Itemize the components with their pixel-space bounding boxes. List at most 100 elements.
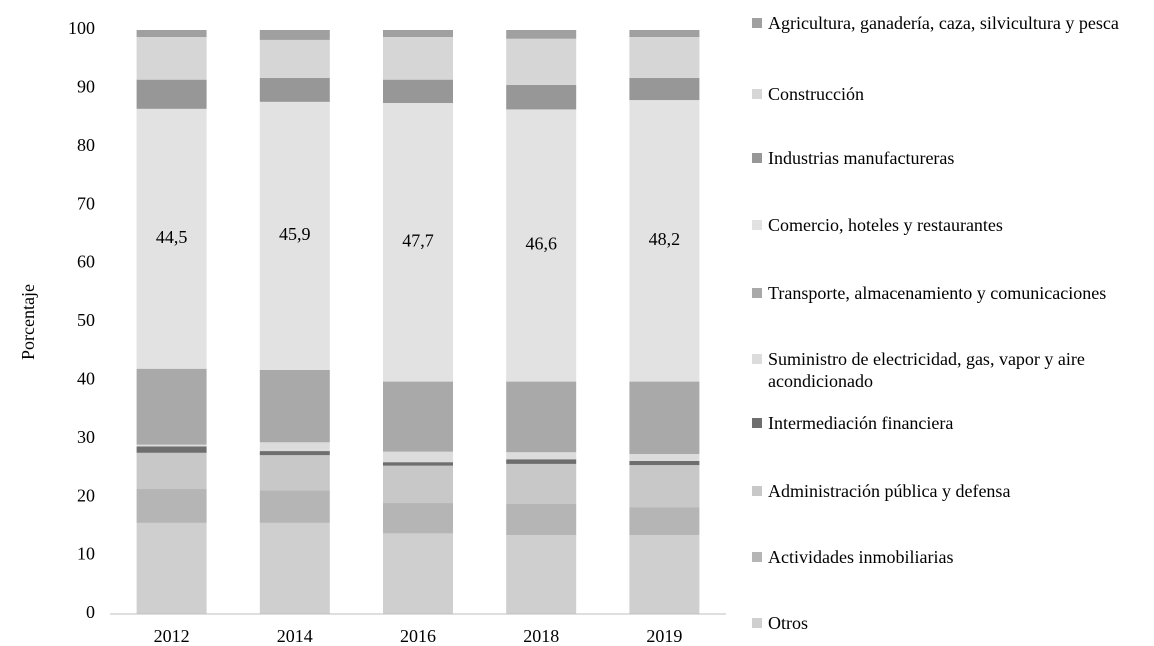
value-label: 44,5 <box>156 227 188 247</box>
legend-swatch <box>752 288 762 298</box>
bar-segment <box>259 39 330 78</box>
y-tick-label: 100 <box>68 18 95 38</box>
bar-segment <box>136 37 207 80</box>
bar-segment <box>136 489 207 523</box>
legend-label: Comercio, hoteles y restaurantes <box>768 215 1003 235</box>
x-tick-label: 2018 <box>523 626 559 646</box>
bar-segment <box>629 30 700 38</box>
legend-label: Actividades inmobiliarias <box>768 547 954 567</box>
legend-swatch <box>752 354 762 364</box>
bar-segment <box>506 381 577 453</box>
legend-swatch <box>752 418 762 428</box>
bar-segment <box>136 452 207 490</box>
y-tick-label: 60 <box>77 252 95 272</box>
bar-segment <box>383 37 453 80</box>
bar-segment <box>383 381 453 452</box>
bar-segment <box>629 465 700 508</box>
bar-segment <box>259 451 330 456</box>
bar-segment <box>506 30 577 39</box>
x-tick-label: 2012 <box>154 626 190 646</box>
legend-item: Actividades inmobiliarias <box>752 546 1152 568</box>
bar-segment <box>259 442 330 452</box>
bar-segment <box>506 84 577 110</box>
y-tick-label: 40 <box>77 369 95 389</box>
legend-swatch <box>752 153 762 163</box>
bar-segment <box>136 522 207 614</box>
legend-swatch <box>752 552 762 562</box>
legend-label: Transporte, almacenamiento y comunicacio… <box>768 283 1107 303</box>
bar-segment <box>259 101 330 370</box>
bar-segment <box>259 522 330 614</box>
bar-segment <box>383 79 453 103</box>
y-tick-label: 10 <box>77 544 95 564</box>
bar-segment <box>136 79 207 109</box>
y-tick-label: 30 <box>77 427 95 447</box>
bar-segment <box>506 38 577 85</box>
bar-segment <box>383 533 453 614</box>
bar-segment <box>629 381 700 454</box>
bar-segment <box>629 37 700 78</box>
legend-item: Suministro de electricidad, gas, vapor y… <box>752 348 1152 392</box>
legend-swatch <box>752 618 762 628</box>
bar-segment <box>259 30 330 40</box>
legend-item: Administración pública y defensa <box>752 480 1152 502</box>
bar-segment <box>136 368 207 445</box>
y-tick-label: 50 <box>77 310 95 330</box>
x-tick-label: 2016 <box>400 626 436 646</box>
bar-segment <box>506 535 577 614</box>
y-tick-label: 20 <box>77 485 95 505</box>
legend-item: Industrias manufactureras <box>752 147 1152 169</box>
bar-segment <box>383 465 453 504</box>
bar-segment <box>259 490 330 523</box>
legend-item: Transporte, almacenamiento y comunicacio… <box>752 282 1152 304</box>
bar-segment <box>629 460 700 466</box>
legend-swatch <box>752 486 762 496</box>
bar-segment <box>506 503 577 536</box>
value-label: 45,9 <box>279 224 311 244</box>
legend-label: Administración pública y defensa <box>768 481 1011 501</box>
bar-segment <box>629 535 700 614</box>
bar-segment <box>506 463 577 504</box>
legend-item: Intermediación financiera <box>752 412 1152 434</box>
legend-item: Construcción <box>752 83 1152 105</box>
y-tick-label: 90 <box>77 77 95 97</box>
bar-segment <box>629 100 700 382</box>
bar-segment <box>136 108 207 369</box>
x-tick-label: 2019 <box>646 626 682 646</box>
legend-label: Intermediación financiera <box>768 413 954 433</box>
bar-segment <box>629 453 700 461</box>
bar-segment <box>259 369 330 443</box>
bar-segment <box>136 446 207 453</box>
bar-segment <box>383 30 453 38</box>
chart: Porcentaje 0 10 20 30 40 50 60 70 80 90 100 2012 44,… <box>18 18 726 646</box>
bar-segment <box>506 452 577 460</box>
legend-label: Agricultura, ganadería, caza, silvicultu… <box>768 13 1119 33</box>
legend-item: Agricultura, ganadería, caza, silvicultu… <box>752 12 1152 34</box>
bar-segment <box>259 77 330 102</box>
value-label: 47,7 <box>402 230 434 250</box>
bar-segment <box>136 444 207 447</box>
legend-label: Industrias manufactureras <box>768 148 955 168</box>
legend-item: Comercio, hoteles y restaurantes <box>752 214 1152 236</box>
y-tick-label: 80 <box>77 135 95 155</box>
bar-segment <box>259 455 330 491</box>
bar-segment <box>383 103 453 382</box>
bar-segment <box>136 30 207 38</box>
legend-swatch <box>752 89 762 99</box>
bar-segment <box>383 462 453 466</box>
bar-segment <box>383 451 453 463</box>
x-tick-label: 2014 <box>277 626 313 646</box>
legend-label: Suministro de electricidad, gas, vapor y… <box>768 349 1085 391</box>
bar-segment <box>506 109 577 382</box>
legend-swatch <box>752 220 762 230</box>
legend-label: Construcción <box>768 84 864 104</box>
legend-label: Otros <box>768 613 808 633</box>
legend-item: Otros <box>752 612 1152 634</box>
value-label: 46,6 <box>525 234 557 254</box>
legend-swatch <box>752 18 762 28</box>
y-tick-label: 0 <box>86 602 95 622</box>
bar-segment <box>629 507 700 536</box>
bar-segment <box>383 503 453 534</box>
bar-segment <box>629 77 700 101</box>
